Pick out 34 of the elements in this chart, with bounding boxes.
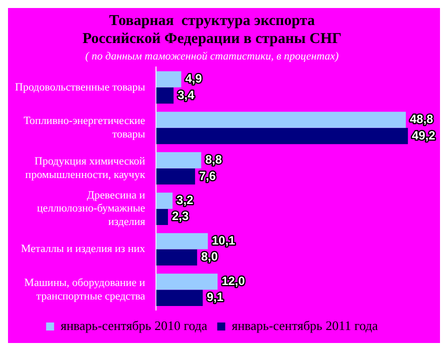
bar (156, 208, 168, 226)
y-tick-label: Продукция химической промышленности, каучук (25, 156, 146, 181)
y-tick-label: Топливно-энергетические товары (24, 115, 146, 140)
bar (156, 152, 202, 168)
data-label: 49,2 (412, 128, 436, 142)
legend-label: январь-сентябрь 2010 года (60, 318, 208, 333)
y-tick-label: Металлы и изделия из них (21, 243, 146, 256)
data-label: 48,8 (410, 112, 434, 126)
bar (156, 249, 198, 266)
bar (156, 128, 408, 144)
data-label: 7,6 (199, 168, 216, 183)
bar (156, 71, 182, 88)
data-label: 3,4 (178, 88, 195, 102)
y-tick-label: Машины, оборудование и транспортные средства (24, 277, 146, 302)
bar (156, 274, 218, 290)
data-label: 10,1 (212, 234, 236, 248)
y-tick-label: Древесина и целлюлозно-бумажные изделия (37, 190, 146, 228)
bar (156, 87, 174, 104)
data-label: 9,1 (206, 290, 224, 304)
bar (156, 112, 406, 128)
data-label: 8,8 (205, 152, 222, 167)
data-label: 2,3 (172, 209, 189, 224)
chart-title: Товарная структура экспорта Российской Федерации в страны СНГ (82, 12, 342, 47)
bar (156, 168, 196, 185)
bar (156, 192, 173, 209)
bar (156, 233, 208, 250)
data-label: 3,2 (176, 193, 194, 208)
y-tick-label: Продовольственные товары (14, 81, 146, 94)
data-label: 12,0 (222, 274, 246, 288)
data-label: 8,0 (201, 250, 218, 264)
data-label: 4,9 (185, 72, 202, 86)
chart-subtitle: ( по данным таможенной статистики, в процентах) (85, 50, 340, 62)
legend-label: январь-сентябрь 2011 года (232, 318, 378, 333)
bar (156, 290, 203, 306)
